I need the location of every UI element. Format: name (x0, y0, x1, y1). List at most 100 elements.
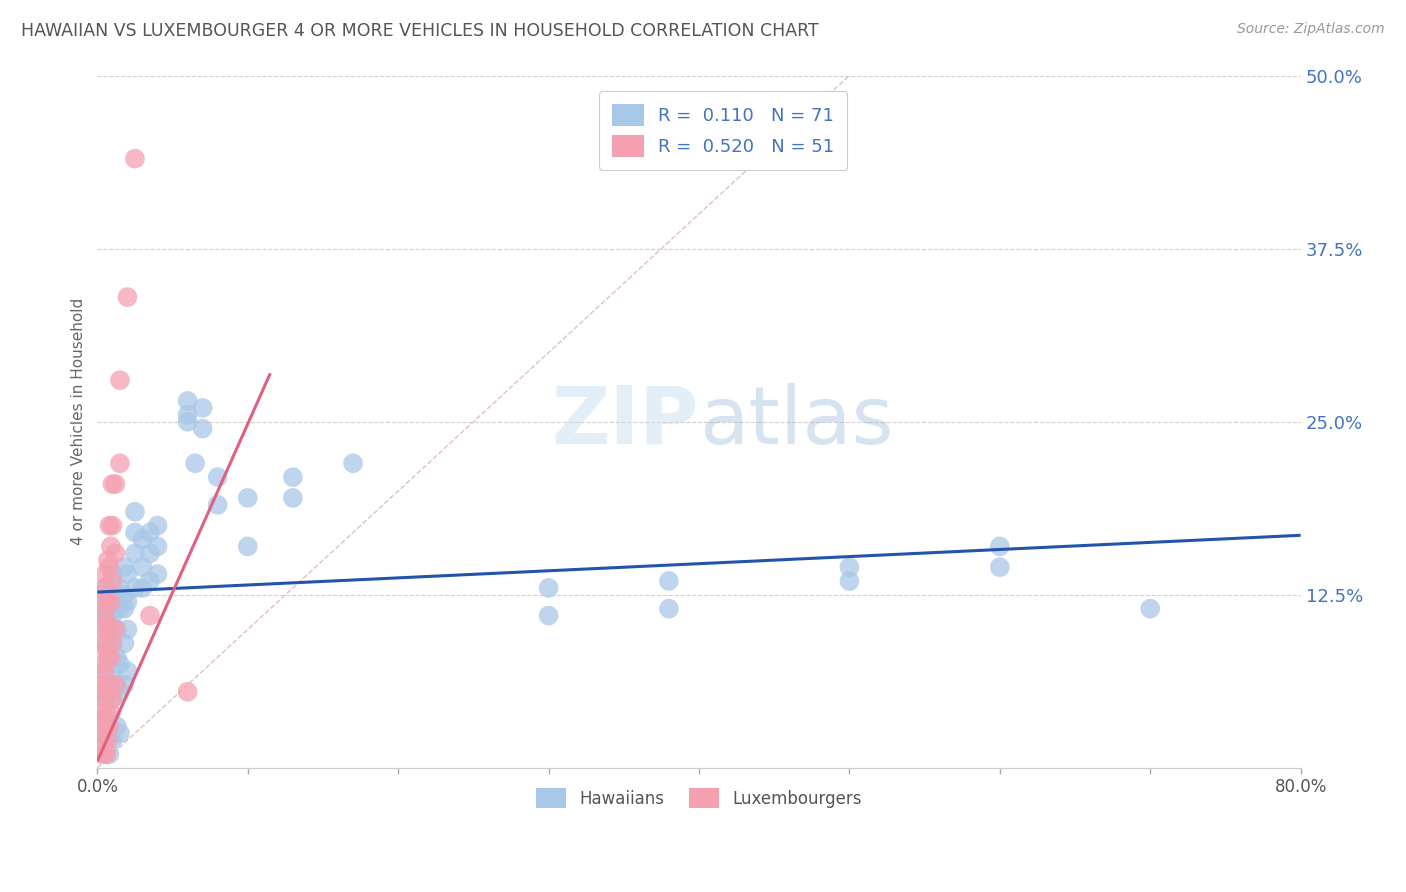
Point (98, 747, 121, 761)
Point (101, 477, 124, 491)
Point (94, 636, 117, 650)
Point (97, 733, 120, 747)
Point (139, 574, 162, 588)
Point (94, 713, 117, 727)
Point (98, 726, 121, 740)
Point (342, 456, 364, 470)
Point (207, 498, 229, 512)
Point (100, 540, 122, 554)
Point (94, 747, 117, 761)
Point (108, 601, 131, 615)
Point (988, 540, 1011, 554)
Point (207, 470, 229, 484)
Text: ZIP: ZIP (551, 383, 699, 461)
Point (94, 664, 117, 678)
Point (98, 719, 121, 733)
Point (90, 678, 112, 692)
Point (94, 608, 117, 623)
Point (112, 678, 135, 692)
Point (94, 608, 117, 623)
Point (108, 726, 131, 740)
Point (98, 601, 121, 615)
Point (94, 623, 117, 637)
Point (117, 595, 139, 609)
Point (96, 678, 118, 692)
Point (101, 733, 124, 747)
Point (108, 373, 131, 387)
Point (124, 525, 146, 540)
Point (98, 560, 121, 574)
Point (94, 623, 117, 637)
Point (97, 685, 120, 699)
Point (191, 401, 214, 415)
Point (131, 560, 153, 574)
Point (838, 574, 860, 588)
Point (98, 518, 121, 533)
Point (96, 643, 118, 657)
Point (104, 678, 127, 692)
Point (988, 560, 1011, 574)
Point (112, 588, 135, 602)
Point (98, 623, 121, 637)
Point (124, 152, 146, 166)
Point (105, 623, 128, 637)
Point (101, 574, 124, 588)
Point (96, 706, 118, 720)
Point (112, 601, 135, 615)
Point (100, 706, 122, 720)
Point (90, 706, 112, 720)
Point (191, 422, 214, 436)
Point (105, 650, 128, 665)
Point (100, 650, 122, 665)
Point (658, 601, 681, 615)
Point (105, 588, 128, 602)
Point (97, 595, 120, 609)
Point (101, 518, 124, 533)
Point (101, 636, 124, 650)
Point (104, 623, 127, 637)
Text: Source: ZipAtlas.com: Source: ZipAtlas.com (1237, 22, 1385, 37)
Point (94, 664, 117, 678)
Point (131, 581, 153, 595)
Point (94, 567, 117, 582)
Point (93, 713, 115, 727)
Point (176, 685, 198, 699)
Point (117, 664, 139, 678)
Point (101, 691, 124, 706)
Point (94, 733, 117, 747)
Point (98, 678, 121, 692)
Point (105, 678, 128, 692)
Point (90, 726, 112, 740)
Point (124, 505, 146, 519)
Point (98, 629, 121, 643)
Point (124, 581, 146, 595)
Point (117, 567, 139, 582)
Point (281, 470, 304, 484)
Point (117, 623, 139, 637)
Point (94, 691, 117, 706)
Point (97, 650, 120, 665)
Point (146, 567, 169, 582)
Point (96, 747, 118, 761)
Point (94, 595, 117, 609)
Point (108, 685, 131, 699)
Point (112, 636, 135, 650)
Point (236, 540, 259, 554)
Point (139, 525, 162, 540)
Point (131, 533, 153, 547)
Point (139, 608, 162, 623)
Point (112, 560, 135, 574)
Y-axis label: 4 or more Vehicles in Household: 4 or more Vehicles in Household (72, 298, 86, 545)
Point (96, 615, 118, 630)
Point (97, 553, 120, 567)
Point (838, 560, 860, 574)
Point (281, 491, 304, 505)
Legend: Hawaiians, Luxembourgers: Hawaiians, Luxembourgers (529, 781, 869, 815)
Point (108, 657, 131, 671)
Text: HAWAIIAN VS LUXEMBOURGER 4 OR MORE VEHICLES IN HOUSEHOLD CORRELATION CHART: HAWAIIAN VS LUXEMBOURGER 4 OR MORE VEHIC… (21, 22, 818, 40)
Point (1139, 601, 1161, 615)
Point (98, 650, 121, 665)
Point (98, 615, 121, 630)
Point (98, 678, 121, 692)
Point (184, 456, 207, 470)
